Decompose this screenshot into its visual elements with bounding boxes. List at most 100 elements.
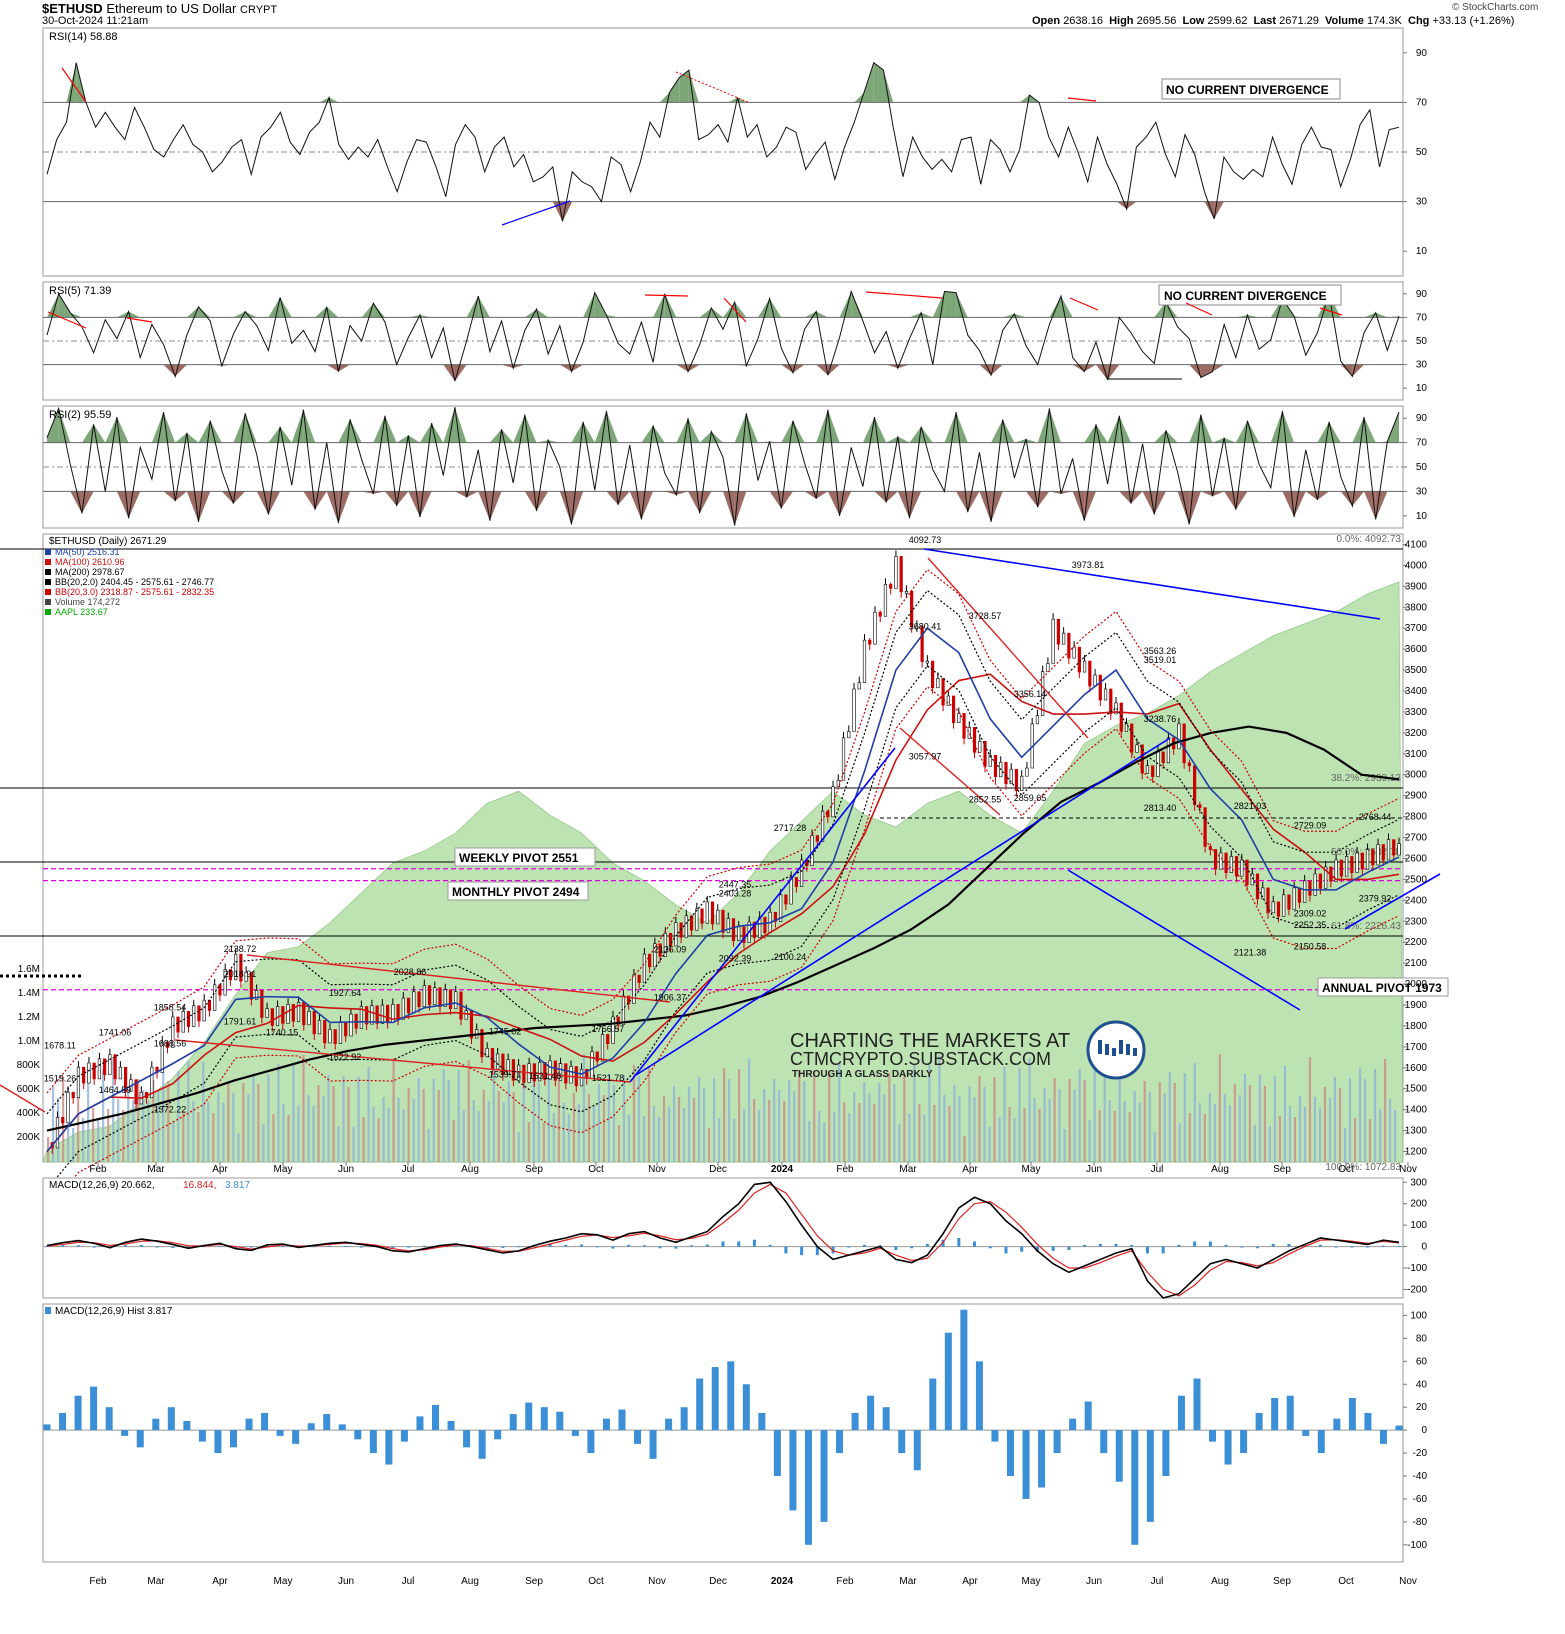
- volume-bar: [1118, 1061, 1121, 1162]
- rsi2-overbought-fill: [1084, 424, 1096, 443]
- rsi14-overbought-fill: [864, 62, 874, 103]
- volume-bar: [447, 1080, 450, 1162]
- macd-hist-tick-label: -40: [1413, 1471, 1428, 1482]
- trend-line-blue: [1067, 869, 1301, 1011]
- rsi2-oversold-fill: [175, 491, 187, 502]
- price-candle-body: [1004, 761, 1008, 785]
- x-axis-month-label: May: [274, 1164, 293, 1175]
- macd-hist-col: [136, 1430, 144, 1448]
- volume-bar: [707, 1128, 711, 1162]
- price-candle-body: [228, 969, 233, 981]
- rsi5-overbought-fill: [280, 297, 292, 318]
- volume-bar: [52, 1087, 55, 1162]
- x-axis-month-label: Oct: [588, 1576, 604, 1587]
- price-candle-body: [993, 754, 998, 778]
- last-value: 2671.29: [1279, 15, 1319, 27]
- price-candle-body: [76, 1066, 81, 1099]
- volume-bar: [277, 1064, 280, 1162]
- volume-bar: [918, 1104, 921, 1162]
- volume-bar: [758, 1110, 761, 1162]
- macd-hist-col: [680, 1407, 688, 1431]
- macd-hist-col: [1131, 1430, 1139, 1545]
- volume-bar: [77, 1078, 80, 1162]
- rsi5-overbought-fill: [583, 292, 595, 318]
- rsi2-oversold-fill: [1026, 491, 1038, 508]
- rsi2-overbought-fill: [1189, 414, 1201, 443]
- price-candle-body: [1318, 873, 1322, 889]
- price-candle-body: [1062, 632, 1066, 645]
- macd-hist-bar: [831, 1246, 835, 1254]
- price-candle-body: [97, 1058, 102, 1080]
- volume-bar: [1333, 1077, 1337, 1162]
- macd-hist-col: [727, 1361, 735, 1431]
- volume-bar: [848, 1113, 851, 1162]
- macd-hist-bar: [249, 1246, 253, 1248]
- rsi5-overbought-fill: [326, 306, 339, 318]
- volume-bar: [748, 1059, 751, 1162]
- macd-hist-bar: [281, 1245, 285, 1247]
- rsi2-overbought-fill: [536, 440, 549, 443]
- volume-bar: [1003, 1067, 1006, 1162]
- price-candle-body: [988, 754, 992, 767]
- volume-bar: [687, 1087, 691, 1162]
- rsi5-divergence-line: [1185, 302, 1213, 316]
- volume-bar: [1123, 1101, 1126, 1162]
- rsi5-overbought-fill: [1014, 313, 1027, 318]
- rsi2-overbought-fill: [1049, 408, 1061, 443]
- volume-bar: [237, 1133, 240, 1162]
- volume-bar: [522, 1082, 525, 1162]
- macd-hist-bar: [894, 1246, 898, 1250]
- macd-hist-col: [121, 1430, 129, 1436]
- price-legend-title: $ETHUSD (Daily) 2671.29: [49, 536, 167, 547]
- rsi2-oversold-fill: [559, 491, 572, 525]
- price-candle-body: [941, 678, 945, 706]
- rsi2-oversold-fill: [233, 491, 246, 504]
- price-tick-label: 2900: [1405, 791, 1428, 802]
- volume-bar: [717, 1118, 721, 1162]
- macd-tick-label: -100: [1407, 1263, 1427, 1274]
- price-candle-body: [1077, 646, 1081, 673]
- price-candle-body: [931, 660, 935, 689]
- price-candle-body: [553, 1060, 557, 1081]
- price-candle-body: [742, 926, 746, 943]
- price-annotation: 2018.91: [224, 969, 257, 979]
- ma100-line: [46, 673, 1400, 1153]
- macd-hist-col: [696, 1378, 704, 1431]
- macd-hist-bar: [1193, 1241, 1197, 1247]
- price-annotation: 1372.22: [154, 1104, 187, 1114]
- price-annotation: 1906.37: [654, 993, 687, 1003]
- volume-bar: [818, 1111, 821, 1162]
- price-candle-body: [181, 1011, 185, 1033]
- rsi2-overbought-fill: [1317, 421, 1330, 443]
- macd-hist-col: [789, 1430, 797, 1511]
- volume-value: 174.3K: [1367, 15, 1402, 27]
- macd-hist-bar: [359, 1246, 363, 1248]
- rsi2-oversold-fill: [315, 491, 327, 510]
- volume-bar: [983, 1087, 986, 1162]
- price-annotation: 3973.81: [1072, 560, 1105, 570]
- rsi2-oversold-fill: [466, 491, 479, 498]
- x-axis-month-label: Feb: [89, 1164, 107, 1175]
- rsi2-oversold-fill: [81, 491, 94, 514]
- price-annotation: 1741.06: [99, 1027, 132, 1037]
- rsi2-oversold-fill: [956, 491, 968, 513]
- price-candle-body: [218, 984, 222, 996]
- rsi2-oversold-fill: [618, 491, 630, 505]
- price-tick-label: 3600: [1405, 644, 1428, 655]
- watermark-logo-candle: [1105, 1044, 1109, 1055]
- x-axis-month-label: Aug: [1211, 1576, 1229, 1587]
- x-axis-month-label: Mar: [899, 1164, 917, 1175]
- price-candle-body: [176, 1016, 180, 1033]
- rsi2-oversold-fill: [1352, 491, 1365, 507]
- volume-bar: [357, 1077, 360, 1162]
- macd-hist-col: [898, 1430, 906, 1454]
- rsi2-oversold-fill: [1235, 491, 1248, 510]
- price-candle-body: [716, 909, 720, 925]
- macd-hist-bar: [1334, 1246, 1338, 1248]
- volume-bar: [1018, 1068, 1021, 1162]
- price-candle-body: [1386, 839, 1391, 861]
- macd-hist-bar: [564, 1244, 568, 1247]
- volume-bar: [1283, 1066, 1287, 1162]
- rsi2-overbought-fill: [1235, 420, 1248, 443]
- price-annotation: 3356.14: [1014, 689, 1047, 699]
